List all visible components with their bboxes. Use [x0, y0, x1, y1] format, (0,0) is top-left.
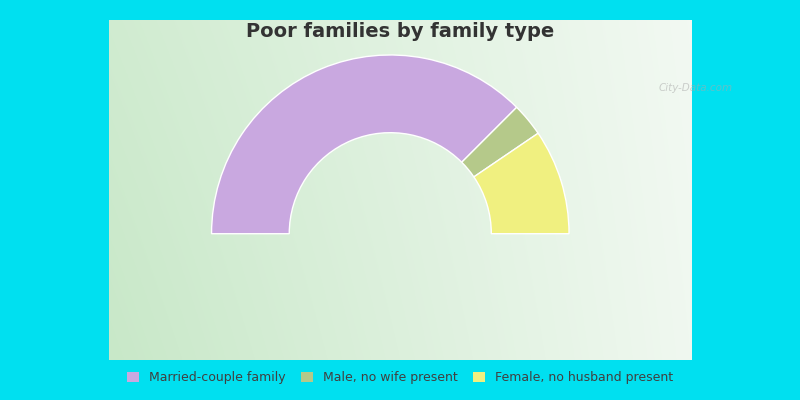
Wedge shape	[211, 55, 517, 234]
Text: City-Data.com: City-Data.com	[659, 83, 733, 93]
Wedge shape	[474, 133, 569, 234]
Text: Poor families by family type: Poor families by family type	[246, 22, 554, 41]
Legend: Married-couple family, Male, no wife present, Female, no husband present: Married-couple family, Male, no wife pre…	[124, 369, 676, 387]
Wedge shape	[462, 107, 538, 177]
